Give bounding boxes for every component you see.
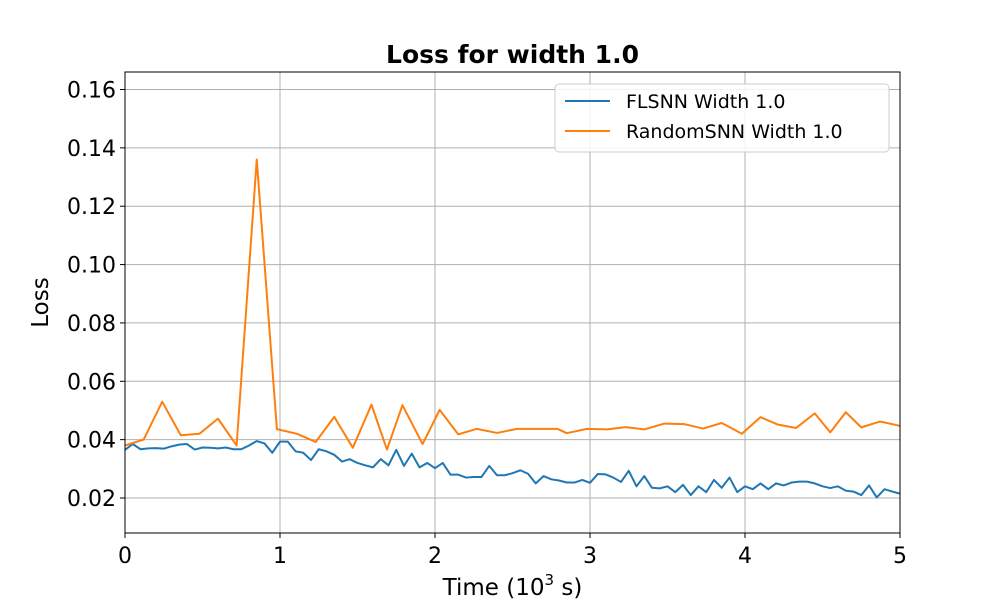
y-tick-label: 0.02 xyxy=(67,487,116,512)
legend-label-flsnn: FLSNN Width 1.0 xyxy=(626,91,786,113)
y-tick-label: 0.14 xyxy=(67,137,116,162)
x-axis-label-unit: s) xyxy=(554,575,582,600)
x-axis-label-exponent: 3 xyxy=(545,571,555,589)
legend-label-randomsnn: RandomSNN Width 1.0 xyxy=(626,121,843,143)
series-line-flsnn xyxy=(124,440,901,499)
plot-frame xyxy=(124,71,901,534)
x-axis-label-text: Time (10 xyxy=(442,575,545,600)
x-tick-label: 2 xyxy=(428,544,442,569)
x-tick-label: 4 xyxy=(738,544,752,569)
x-tick-label: 3 xyxy=(583,544,597,569)
x-axis-label: Time (103 s) xyxy=(442,571,583,600)
legend: FLSNN Width 1.0 RandomSNN Width 1.0 xyxy=(554,83,890,153)
legend-box xyxy=(554,83,890,153)
ticks: 0 1 2 3 4 5 0.02 0.04 0.06 0.08 0.10 0.12 0.14 0.16 xyxy=(67,79,907,569)
y-axis-label: Loss xyxy=(28,277,54,327)
series-group xyxy=(124,158,901,499)
y-tick-label: 0.08 xyxy=(67,312,116,337)
x-tick-label: 5 xyxy=(893,544,907,569)
series-line-randomsnn xyxy=(124,158,901,451)
y-tick-label: 0.12 xyxy=(67,195,116,220)
grid xyxy=(124,72,901,533)
chart-title: Loss for width 1.0 xyxy=(386,40,639,69)
y-tick-label: 0.04 xyxy=(67,429,116,454)
x-tick-label: 0 xyxy=(118,544,132,569)
y-tick-label: 0.16 xyxy=(67,79,116,104)
x-tick-label: 1 xyxy=(273,544,287,569)
y-tick-label: 0.10 xyxy=(67,254,116,279)
y-tick-label: 0.06 xyxy=(67,370,116,395)
